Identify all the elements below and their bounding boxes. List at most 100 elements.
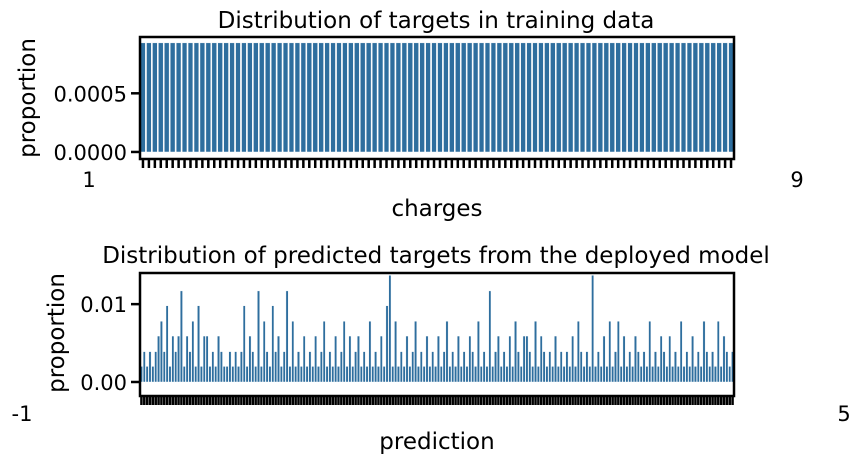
chart2-bar: [419, 351, 423, 383]
chart2-bar: [374, 351, 377, 383]
chart2-bar: [488, 290, 492, 383]
chart2-xlabel: prediction: [379, 429, 494, 455]
chart2-bar: [162, 351, 166, 383]
chart1-xtick-marks: [141, 159, 733, 168]
chart2-bar: [211, 351, 215, 383]
chart1-bar: [698, 42, 704, 153]
chart2-xtick-label-first: -1: [12, 402, 33, 426]
chart1-bar: [627, 42, 633, 153]
chart2-bar: [308, 351, 312, 383]
chart1-bar: [377, 42, 384, 153]
chart1-bar: [686, 42, 693, 153]
chart2-bar: [254, 366, 258, 383]
chart2-bar: [511, 366, 515, 383]
chart1-bar: [544, 42, 550, 153]
chart2-bar: [454, 366, 457, 383]
chart1-bar: [639, 42, 645, 153]
chart2-bar: [422, 366, 426, 383]
chart2-bar: [519, 366, 523, 383]
chart2-bar: [648, 321, 652, 383]
chart2-bar: [665, 366, 669, 383]
chart2-bar: [328, 351, 332, 383]
chart2-bar: [505, 366, 509, 383]
chart1-bar: [680, 42, 687, 153]
chart1-bar: [158, 42, 164, 153]
chart2-bar: [225, 366, 229, 383]
chart1-bar: [538, 42, 544, 153]
chart2-ytick-label: 0.00: [80, 371, 127, 395]
chart1-bar: [496, 42, 502, 153]
chart2-bar: [654, 351, 657, 383]
chart2-bar: [359, 366, 363, 383]
chart1-bar: [342, 42, 348, 153]
chart2-bar: [354, 351, 357, 383]
chart1-yticks: 0.0000 0.0005: [54, 82, 140, 165]
chart1-bar: [657, 42, 663, 153]
chart2-bar: [345, 366, 349, 383]
chart2-bar: [368, 321, 372, 383]
chart2-bar: [377, 366, 380, 383]
chart2-bar: [711, 351, 714, 383]
chart2-bar: [691, 335, 694, 383]
chart2-bar: [491, 366, 495, 383]
chart2-bar: [282, 351, 286, 383]
chart2-bar: [539, 335, 543, 383]
chart2-bar: [674, 351, 677, 383]
chart2-bar: [154, 351, 158, 383]
chart2-ylabel: proportion: [44, 273, 70, 393]
chart2-axes-frame: [138, 271, 736, 398]
chart1-bar: [312, 42, 318, 153]
chart1-bar: [425, 42, 431, 153]
chart1-bar: [568, 42, 574, 153]
chart1-bar: [574, 42, 580, 153]
chart1-bar: [146, 42, 152, 153]
chart-prediction-distribution: Distribution of predicted targets from t…: [12, 243, 851, 455]
chart2-bar: [482, 351, 486, 383]
chart2-bar: [559, 351, 563, 383]
chart2-bar: [622, 335, 626, 383]
chart2-bar: [188, 351, 192, 383]
chart2-bar: [682, 366, 686, 383]
chart2-bar: [525, 335, 529, 383]
chart2-bar: [696, 351, 700, 383]
chart1-bar: [579, 42, 586, 153]
chart2-bar: [399, 351, 403, 383]
chart2-bar: [662, 351, 666, 383]
chart2-bar: [585, 351, 589, 383]
chart2-bar: [462, 351, 466, 383]
chart2-bar: [522, 335, 526, 383]
chart2-bar: [542, 351, 546, 383]
chart1-bar: [300, 42, 306, 153]
chart1-bar: [193, 42, 200, 153]
chart2-bar: [220, 351, 223, 383]
chart2-bar: [642, 351, 646, 383]
chart1-bar: [176, 42, 182, 153]
chart2-bar: [231, 366, 235, 383]
chart2-bar: [425, 335, 429, 383]
chart2-bar: [151, 366, 155, 383]
chart1-bar: [241, 42, 247, 153]
chart2-bar: [451, 351, 455, 383]
chart2-bar: [388, 275, 392, 383]
chart2-bar: [611, 366, 614, 383]
chart2-bar: [197, 305, 200, 383]
chart1-bar: [372, 42, 378, 153]
chart1-bar: [669, 42, 675, 153]
chart2-bar: [271, 305, 275, 383]
chart2-bar: [471, 351, 475, 383]
chart2-bar: [325, 366, 329, 383]
chart2-bar: [679, 321, 683, 383]
chart2-bar: [337, 366, 340, 383]
chart2-bar: [608, 321, 612, 383]
chart2-bar: [262, 321, 266, 383]
chart2-bar: [708, 366, 712, 383]
chart2-bar: [288, 366, 292, 383]
chart2-bar: [165, 305, 169, 383]
chart2-xtick-marks: [140, 396, 734, 405]
chart2-bar: [182, 366, 186, 383]
chart2-bar: [548, 351, 552, 383]
chart1-bar: [348, 42, 354, 153]
chart2-bar: [322, 321, 326, 383]
chart2-bar: [514, 321, 517, 383]
chart2-bar: [317, 366, 320, 383]
